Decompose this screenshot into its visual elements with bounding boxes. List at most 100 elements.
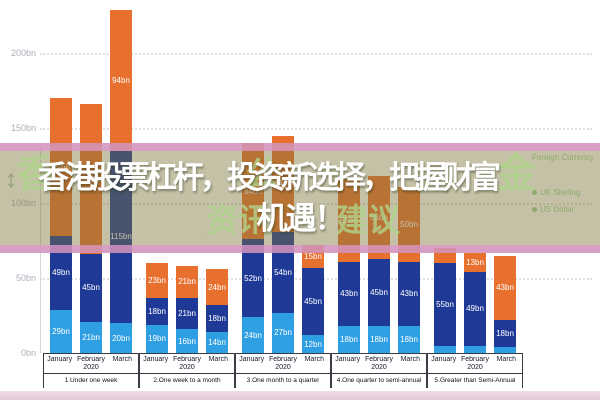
bar-value-label: 23bn	[148, 275, 166, 285]
bar-segment-light-blue: 12bn	[302, 335, 324, 353]
bar-segment-light-blue: 27bn	[272, 312, 294, 353]
month-labels-row: January February March	[140, 354, 234, 363]
bar-segment-dark-blue: 18bn	[494, 320, 516, 347]
stacked-bar-february: 100bn 45bn 21bn	[80, 104, 102, 353]
stacked-bar-january: 55bn 43bn 18bn	[338, 179, 360, 353]
maturity-bucket-label: 3.One month to a quarter	[236, 373, 330, 388]
bar-value-label: 24bn	[244, 330, 262, 340]
month-label: February	[268, 356, 297, 363]
month-label: February	[172, 356, 201, 363]
bar-value-label: 18bn	[340, 335, 358, 344]
bar-value-label: 29bn	[52, 326, 70, 336]
bar-value-label: 21bn	[82, 332, 100, 342]
bar-segment-orange: 13bn	[464, 252, 486, 272]
stacked-bar-march: 43bn 18bn	[494, 255, 516, 353]
bar-value-label: 20bn	[112, 333, 130, 343]
bar-segment-dark-blue: 45bn	[80, 254, 102, 322]
legend-dot-icon	[532, 207, 537, 213]
bar-segment-orange: 92bn	[50, 98, 72, 236]
year-label: 2020	[371, 364, 387, 371]
bar-segment-dark-blue: 45bn	[302, 267, 324, 335]
month-label: March	[496, 356, 517, 363]
ghost-background-text: 金	[496, 152, 536, 196]
x-axis-group-box: January February March 2020 2.One week to a …	[139, 353, 235, 388]
gridline-100bn	[40, 203, 592, 205]
y-axis-tick-label: 100bn	[10, 198, 36, 208]
maturity-bucket-label: 4.One quarter to semi-annual	[332, 373, 426, 388]
overlay-band-fill	[0, 151, 600, 245]
bar-segment-light-blue: 18bn	[338, 326, 360, 353]
bar-value-label: 64bn	[274, 179, 292, 188]
gridline-200bn	[40, 53, 592, 55]
bar-segment-light-blue: 19bn	[146, 324, 168, 353]
bar-value-label: 18bn	[496, 329, 514, 338]
month-labels-row: January February March	[236, 354, 330, 363]
bar-value-label: 115bn	[110, 232, 132, 242]
x-axis-group-box: January February March 2020 5.Greater than S…	[427, 353, 523, 388]
bar-segment-light-blue	[434, 345, 456, 353]
bar-segment-orange: 55bn	[368, 176, 390, 259]
maturity-bucket-label: 1.Under one week	[44, 373, 138, 388]
bar-segment-light-blue: 29bn	[50, 309, 72, 353]
bars-row: 55bn 43bn 18bn 55bn 45bn 18bn 50bn 43bn 18bn	[338, 176, 420, 353]
bar-value-label: 45bn	[370, 287, 388, 297]
bar-group-5: 55bn 13bn 49bn 43bn 18bn January February March…	[427, 0, 523, 400]
bar-segment-light-blue: 18bn	[368, 326, 390, 353]
month-labels-row: January February March	[332, 354, 426, 363]
bar-segment-orange: 24bn	[206, 269, 228, 305]
stacked-bar-march: 24bn 18bn 14bn	[206, 269, 228, 353]
bar-value-label: 14bn	[208, 338, 226, 347]
bar-value-label: 18bn	[400, 335, 418, 344]
month-label: March	[208, 356, 229, 363]
year-label: 2020	[275, 364, 291, 371]
bar-value-label: 94bn	[112, 75, 130, 85]
month-label: January	[431, 356, 457, 363]
bar-segment-light-blue: 18bn	[398, 326, 420, 353]
bar-segment-orange: 100bn	[80, 104, 102, 254]
bar-value-label: 18bn	[148, 306, 166, 316]
overlay-band-bottom-strip	[0, 245, 600, 253]
bar-segment-dark-blue: 55bn	[434, 263, 456, 346]
bar-value-label: 100bn	[80, 174, 102, 184]
bar-value-label: 64bn	[244, 186, 262, 196]
bar-value-label: 24bn	[208, 282, 226, 292]
overlay-band	[0, 143, 600, 253]
maturity-bucket-label: 5.Greater than Semi-Annual	[428, 373, 522, 388]
bar-value-label: 13bn	[466, 257, 484, 267]
bar-segment-light-blue: 21bn	[80, 321, 102, 353]
bar-value-label: 45bn	[82, 283, 100, 293]
month-label: March	[400, 356, 421, 363]
stacked-bar-march: 94bn 115bn 20bn	[110, 9, 132, 353]
month-label: January	[335, 356, 361, 363]
bar-segment-light-blue: 16bn	[176, 329, 198, 353]
legend-item-label: UK Sterling	[540, 188, 581, 197]
bar-segment-dark-blue: 43bn	[338, 261, 360, 326]
year-label: 2020	[179, 364, 195, 371]
bar-segment-dark-blue: 115bn	[110, 150, 132, 323]
x-axis-group-box: January February March 2020 4.One quarter to…	[331, 353, 427, 388]
bar-value-label: 55bn	[370, 212, 388, 222]
bar-group-4: 55bn 43bn 18bn 55bn 45bn 18bn 50bn 43bn 18bn Janu…	[331, 0, 427, 400]
legend-item: Foreign Currency	[532, 153, 594, 162]
y-axis-tick-label: 150bn	[10, 123, 36, 133]
bar-group-2: 23bn 18bn 19bn 21bn 21bn 16bn 24bn 18bn 14bn Janu…	[139, 0, 235, 400]
bar-value-label: 50bn	[400, 219, 418, 229]
bar-segment-dark-blue: 43bn	[398, 261, 420, 326]
bar-value-label: 15bn	[304, 251, 322, 261]
ghost-background-text: 公	[246, 156, 280, 194]
gridline-150bn	[40, 128, 592, 130]
year-label: 2020	[83, 364, 99, 371]
bar-value-label: 55bn	[340, 215, 358, 225]
bar-value-label: 43bn	[496, 283, 514, 293]
bar-value-label: 54bn	[274, 267, 292, 277]
bar-segment-light-blue: 20bn	[110, 323, 132, 353]
bar-value-label: 16bn	[178, 336, 196, 346]
bar-segment-orange: 50bn	[398, 186, 420, 262]
bar-segment-orange: 43bn	[494, 255, 516, 320]
bar-value-label: 43bn	[340, 289, 358, 299]
bar-segment-dark-blue: 52bn	[242, 239, 264, 317]
bar-segment-light-blue	[464, 345, 486, 353]
bars-row: 55bn 13bn 49bn 43bn 18bn	[434, 248, 516, 353]
y-axis-tick-label: 50bn	[15, 273, 36, 283]
